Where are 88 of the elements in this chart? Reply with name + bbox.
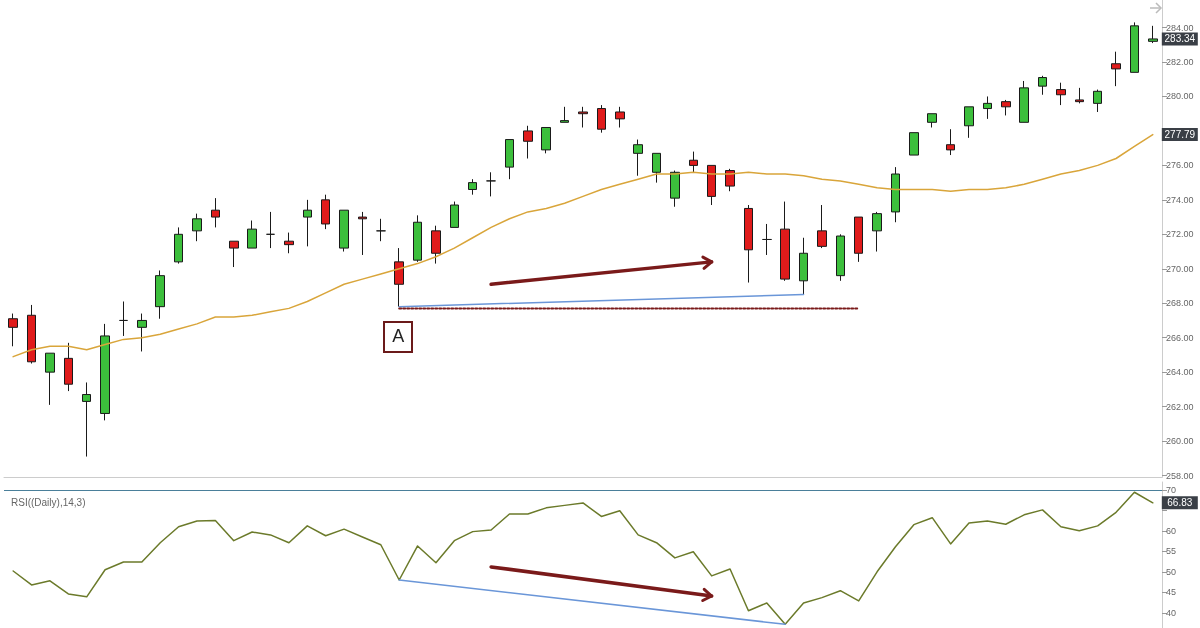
y-tick-label: 280.00 — [1166, 91, 1194, 102]
candlestick — [1148, 25, 1158, 44]
candlestick — [45, 352, 55, 406]
candlestick — [854, 216, 863, 263]
candlestick — [450, 201, 459, 228]
candlestick — [652, 152, 661, 184]
candlestick — [486, 171, 496, 197]
y-tick-label: 55 — [1166, 546, 1177, 557]
y-tick-label: 268.00 — [1166, 298, 1194, 309]
line-series — [12, 133, 1154, 358]
candlestick — [836, 233, 845, 282]
candlestick — [817, 204, 827, 249]
y-tick-label: 264.00 — [1166, 367, 1194, 378]
candlestick — [744, 204, 753, 284]
candlestick — [597, 104, 606, 134]
y-tick-label: 272.00 — [1166, 229, 1194, 240]
y-tick-label: 274.00 — [1166, 194, 1194, 205]
candlestick — [1038, 75, 1047, 96]
y-tick-label: 282.00 — [1166, 57, 1194, 68]
candlestick — [762, 223, 772, 256]
y-tick-label: 50 — [1166, 566, 1177, 577]
candlestick — [909, 132, 919, 156]
candlestick — [100, 323, 110, 421]
candlestick — [1075, 87, 1084, 104]
candlestick — [1019, 80, 1029, 123]
candlestick — [946, 128, 955, 156]
candlestick — [394, 247, 404, 308]
candlestick — [155, 269, 165, 320]
candlestick — [82, 381, 91, 458]
y-tick-label: 262.00 — [1166, 401, 1194, 412]
candlestick — [137, 313, 147, 352]
candlestick — [64, 342, 73, 392]
y-tick-label: 70 — [1166, 484, 1177, 495]
candlestick — [229, 240, 239, 268]
candlestick — [964, 106, 974, 139]
y-tick-label: 258.00 — [1166, 470, 1194, 481]
candlestick — [8, 313, 18, 347]
candlestick — [1130, 21, 1139, 73]
y-tick-label: 45 — [1166, 587, 1177, 598]
candlestick — [174, 226, 183, 265]
candlestick — [505, 139, 514, 180]
candlestick — [266, 211, 275, 249]
candlestick — [1001, 99, 1011, 116]
candlestick — [247, 220, 257, 249]
candlestick — [284, 232, 294, 254]
candlestick — [799, 237, 808, 296]
candlestick — [872, 211, 882, 253]
candlestick — [1093, 89, 1102, 113]
candlestick — [670, 170, 680, 208]
y-tick-label: 60 — [1166, 525, 1177, 536]
candlestick — [560, 106, 569, 123]
candlestick — [358, 211, 367, 256]
candlestick — [523, 125, 533, 159]
candlestick — [211, 197, 220, 228]
y-tick-label: 276.00 — [1166, 160, 1194, 171]
candlestick — [27, 304, 36, 365]
candlestick — [321, 194, 330, 230]
data-label: 66.83 — [1167, 497, 1193, 509]
candlestick — [633, 139, 643, 177]
y-tick-label: 260.00 — [1166, 436, 1194, 447]
candlestick — [891, 166, 900, 223]
text: 283.34 — [1164, 33, 1196, 45]
candlestick — [192, 213, 202, 242]
candlestick — [1056, 82, 1066, 106]
candlestick — [376, 218, 386, 242]
candlestick — [780, 201, 790, 282]
annotation: A — [383, 320, 414, 353]
candlestick — [303, 199, 312, 247]
candlestick — [339, 209, 349, 253]
y-tick-label: 284.00 — [1166, 22, 1194, 33]
candlestick — [468, 178, 477, 196]
candlestick — [541, 126, 551, 154]
y-tick-label: 266.00 — [1166, 332, 1194, 343]
candlestick — [431, 225, 441, 265]
candlestick — [707, 164, 716, 206]
candlestick — [689, 151, 698, 173]
y-tick-label: 40 — [1166, 607, 1177, 618]
candlestick — [927, 113, 937, 128]
y-tick-label: 270.00 — [1166, 263, 1194, 274]
candlestick — [578, 106, 588, 128]
line-series — [12, 491, 1154, 626]
candlestick — [983, 95, 992, 120]
text: RSI((Daily),14,3) — [11, 496, 86, 508]
candlestick — [615, 106, 625, 128]
data-label: 277.79 — [1164, 129, 1196, 141]
candlestick — [413, 214, 422, 263]
candlestick — [119, 300, 128, 337]
candlestick — [1111, 51, 1121, 87]
